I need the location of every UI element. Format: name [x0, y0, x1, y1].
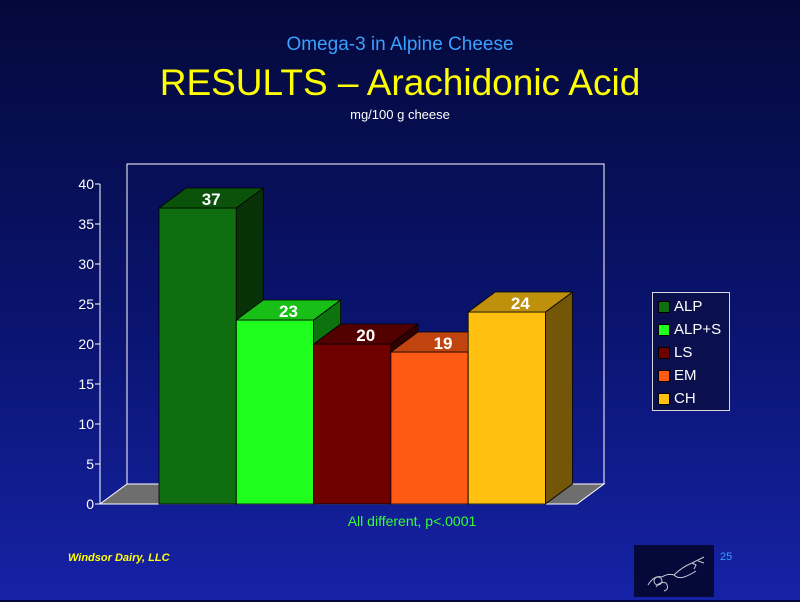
y-tick-label: 0: [86, 496, 94, 512]
bar: [313, 343, 392, 505]
bar-value-label: 24: [511, 294, 530, 313]
page-number: 25: [720, 551, 733, 563]
y-tick-label: 30: [78, 256, 94, 272]
legend-label: ALP: [674, 298, 703, 315]
slide-subtitle: Omega-3 in Alpine Cheese: [286, 34, 514, 55]
bar: [158, 207, 237, 505]
y-tick-label: 35: [78, 216, 94, 232]
slide-title: RESULTS – Arachidonic Acid: [159, 62, 641, 103]
bar-value-label: 37: [202, 190, 221, 209]
unit-label: mg/100 g cheese: [350, 107, 450, 122]
legend-item: EM: [653, 364, 729, 387]
y-tick-label: 5: [86, 456, 94, 472]
bar-value-label: 19: [434, 334, 453, 353]
bar-value-label: 20: [356, 326, 375, 345]
legend-swatch: [658, 346, 670, 359]
significance-note: All different, p<.0001: [348, 513, 477, 529]
y-tick-label: 40: [78, 176, 94, 192]
legend-swatch: [658, 369, 670, 382]
legend-label: EM: [674, 367, 697, 384]
bar: [390, 351, 469, 505]
bar-value-label: 23: [279, 302, 298, 321]
flying-figure-logo-icon: [634, 545, 714, 597]
bar-top: [157, 187, 265, 209]
legend-label: LS: [674, 344, 693, 361]
legend-swatch: [658, 300, 670, 313]
legend-item: ALP: [653, 295, 729, 318]
bar: [467, 311, 546, 505]
legend-label: CH: [674, 390, 696, 407]
bar-side: [545, 291, 573, 505]
bar-top: [466, 291, 574, 313]
legend-item: CH: [653, 387, 729, 410]
legend-item: LS: [653, 341, 729, 364]
bar-top: [235, 299, 342, 321]
legend-label: ALP+S: [674, 321, 722, 338]
y-tick-label: 25: [78, 296, 94, 312]
y-tick-label: 20: [78, 336, 94, 352]
y-tick-label: 10: [78, 416, 94, 432]
legend-swatch: [658, 392, 670, 405]
bar-top: [312, 323, 420, 345]
legend-swatch: [658, 323, 670, 336]
company-name: Windsor Dairy, LLC: [68, 552, 170, 564]
bar: [235, 319, 315, 505]
chart-legend: ALP ALP+S LS EM CH: [652, 292, 730, 411]
legend-item: ALP+S: [653, 318, 729, 341]
y-tick-label: 15: [78, 376, 94, 392]
